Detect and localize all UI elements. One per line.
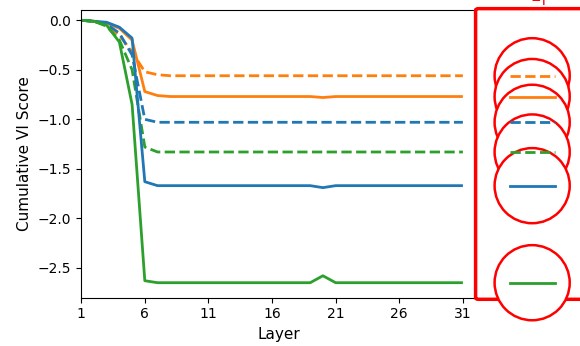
X-axis label: Layer: Layer — [257, 327, 300, 342]
Y-axis label: Cumulative VI Score: Cumulative VI Score — [17, 76, 32, 231]
Text: $\mathit{L}|$: $\mathit{L}|$ — [531, 0, 545, 7]
